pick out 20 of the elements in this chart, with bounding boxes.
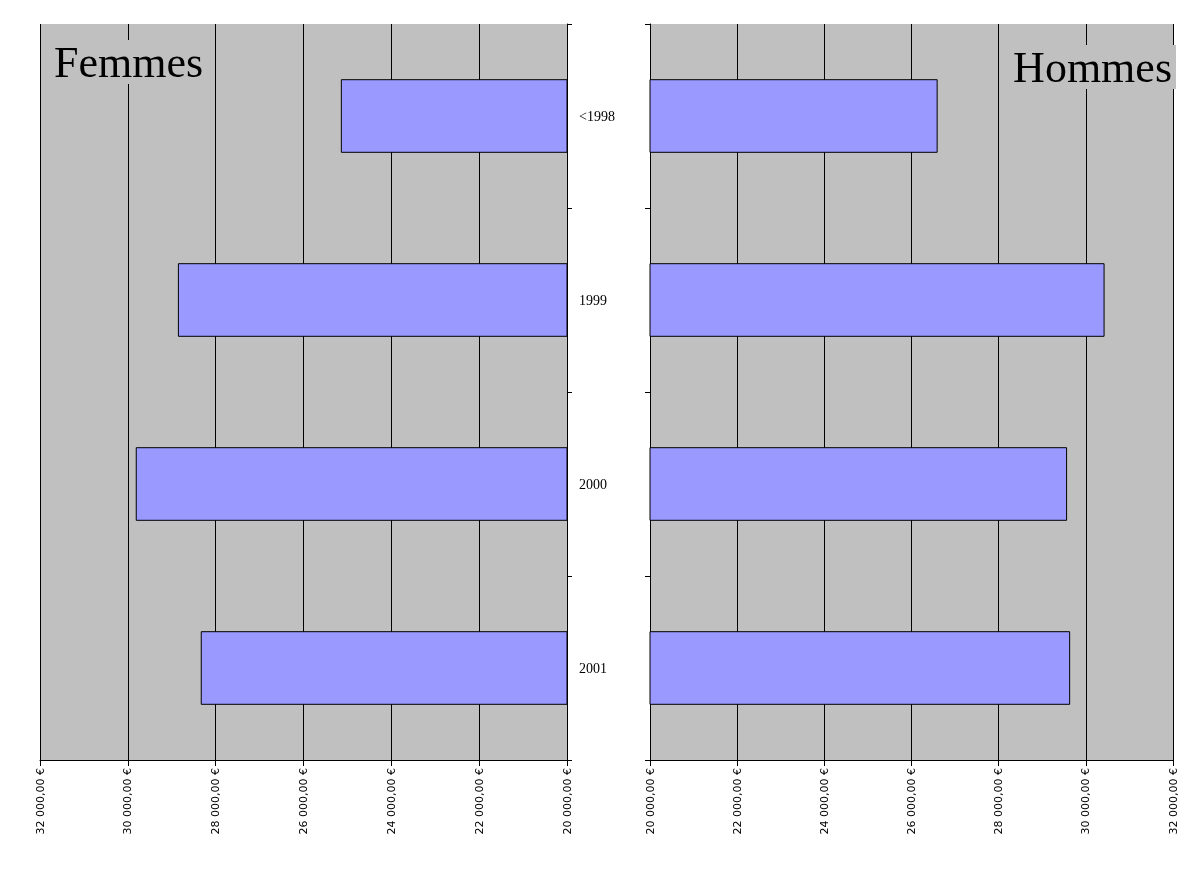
x-tick-label: 22 000,00 €	[730, 768, 744, 835]
y-tick-label: 1999	[579, 292, 607, 308]
x-tick-label: 28 000,00 €	[209, 768, 223, 835]
x-tick-label: 26 000,00 €	[297, 768, 310, 835]
y-tick-label: 2001	[579, 660, 607, 676]
x-tick-label: 20 000,00 €	[560, 768, 574, 835]
y-tick-label: <1998	[579, 108, 615, 124]
x-tick-label: 20 000,00 €	[643, 768, 657, 835]
x-tick-label: 32 000,00 €	[33, 768, 47, 835]
x-tick-label: 32 000,00 €	[1166, 768, 1180, 835]
x-tick-label: 22 000,00 €	[472, 768, 486, 835]
x-tick-label: 28 000,00 €	[992, 768, 1006, 835]
x-tick-label: 30 000,00 €	[1079, 768, 1093, 835]
x-tick-label: 24 000,00 €	[384, 768, 398, 835]
x-tick-label: 30 000,00 €	[121, 768, 135, 835]
chart-title: Hommes	[1013, 42, 1173, 92]
chart-title: Femmes	[54, 37, 204, 87]
x-tick-label: 26 000,00 €	[905, 768, 918, 835]
x-tick-label: 24 000,00 €	[817, 768, 831, 835]
y-tick-label: 2000	[579, 476, 607, 492]
